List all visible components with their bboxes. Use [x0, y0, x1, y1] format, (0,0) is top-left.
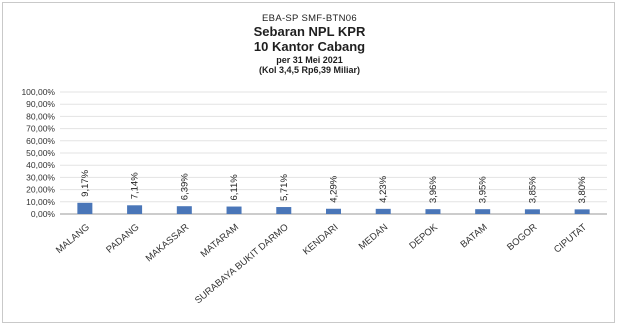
- data-label: 7,14%: [130, 172, 141, 199]
- category-label: MEDAN: [357, 222, 390, 253]
- category-label: CIPUTAT: [552, 222, 589, 256]
- bar: [326, 208, 341, 214]
- category-label: MATARAM: [199, 222, 241, 260]
- bar: [77, 202, 93, 214]
- bar: [524, 209, 540, 214]
- y-tick-label: 30,00%: [26, 172, 55, 182]
- bar: [127, 205, 143, 214]
- bar: [176, 206, 192, 214]
- data-label: 4,29%: [329, 175, 340, 202]
- category-label: KENDARI: [301, 222, 340, 258]
- chart-title: Sebaran NPL KPR: [253, 23, 366, 39]
- category-label: MAKASSAR: [144, 222, 192, 264]
- data-label: 3,96%: [428, 176, 439, 203]
- category-label: BATAM: [459, 222, 490, 251]
- data-label: 9,17%: [80, 169, 91, 196]
- y-tick-label: 50,00%: [26, 148, 55, 158]
- category-label: DEPOK: [407, 221, 440, 251]
- data-label: 6,11%: [229, 174, 240, 201]
- data-label: 3,80%: [577, 176, 588, 203]
- y-tick-label: 80,00%: [26, 111, 55, 121]
- bar: [375, 208, 391, 214]
- category-label: BOGOR: [505, 222, 539, 253]
- data-label: 3,85%: [527, 176, 538, 203]
- data-label: 5,71%: [279, 174, 290, 201]
- category-label: PADANG: [104, 222, 141, 256]
- chart-title-block: EBA-SP SMF-BTN06 Sebaran NPL KPR 10 Kant…: [0, 13, 619, 76]
- bar: [574, 209, 590, 214]
- category-label: SURABAYA BUKIT DARMO: [193, 222, 291, 306]
- chart-date-line: per 31 Mei 2021: [276, 54, 343, 65]
- y-tick-label: 90,00%: [26, 99, 55, 109]
- y-tick-label: 0,00%: [31, 209, 56, 219]
- bar: [276, 207, 292, 214]
- data-label: 3,95%: [478, 176, 489, 203]
- data-label: 4,23%: [378, 175, 389, 202]
- y-tick-label: 20,00%: [26, 185, 55, 195]
- y-tick-label: 60,00%: [26, 136, 55, 146]
- data-label: 6,39%: [179, 173, 190, 200]
- y-tick-label: 100,00%: [21, 87, 55, 97]
- y-tick-label: 40,00%: [26, 160, 55, 170]
- chart-subtitle: 10 Kantor Cabang: [253, 38, 366, 54]
- bar: [226, 206, 242, 214]
- y-tick-label: 10,00%: [26, 197, 55, 207]
- chart-source-line: EBA-SP SMF-BTN06: [262, 13, 357, 24]
- y-tick-label: 70,00%: [26, 124, 55, 134]
- chart-frame: [2, 2, 615, 323]
- category-label: MALANG: [54, 222, 92, 256]
- bar: [425, 209, 441, 214]
- chart-note-line: (Kol 3,4,5 Rp6,39 Miliar): [258, 65, 361, 76]
- bar: [475, 209, 491, 214]
